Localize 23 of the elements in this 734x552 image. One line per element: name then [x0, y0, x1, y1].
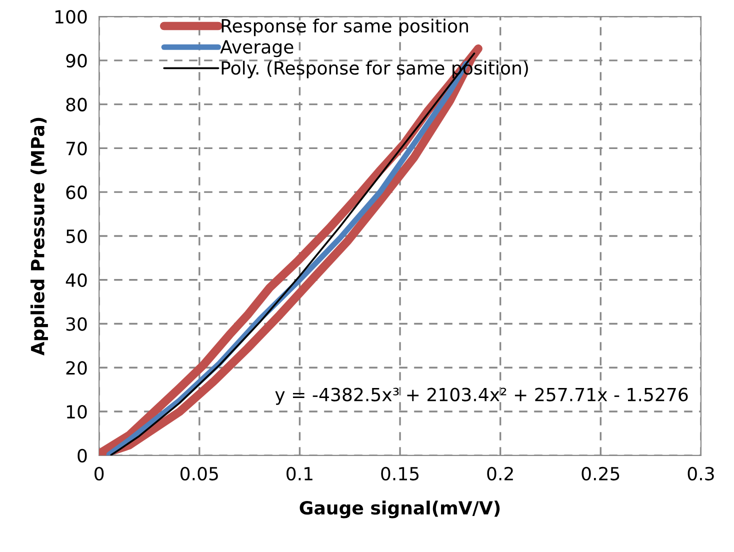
x-tick-label: 0.3: [688, 466, 714, 480]
legend-label: Average: [220, 40, 294, 58]
y-tick-label: 70: [66, 142, 87, 156]
x-tick-label: 0.15: [381, 466, 419, 480]
x-tick-label: 0.05: [180, 466, 218, 480]
y-tick-label: 20: [66, 361, 87, 375]
y-tick-label: 0: [78, 448, 87, 463]
y-tick-label: 30: [66, 317, 87, 331]
y-tick-label: 50: [66, 229, 87, 244]
y-tick-label: 40: [66, 273, 87, 287]
x-tick-label: 0: [94, 466, 104, 480]
legend-label: Response for same position: [222, 18, 468, 36]
x-tick-label: 0.1: [286, 466, 312, 480]
x-tick-label: 0.25: [582, 466, 620, 480]
y-tick-label: 10: [66, 404, 87, 419]
y-axis-title: Applied Pressure (MPa): [30, 118, 48, 356]
y-tick-label: 60: [66, 186, 87, 200]
y-tick-label: 100: [56, 10, 87, 24]
y-tick-label: 80: [66, 98, 87, 112]
x-tick-label: 0.2: [487, 466, 513, 480]
x-axis-title: Gauge signal(mV/V): [300, 500, 500, 518]
y-tick-label: 90: [66, 54, 87, 68]
annotation: y = -4382.5x³ + 2103.4x² + 257.71x - 1.5276: [275, 388, 688, 405]
